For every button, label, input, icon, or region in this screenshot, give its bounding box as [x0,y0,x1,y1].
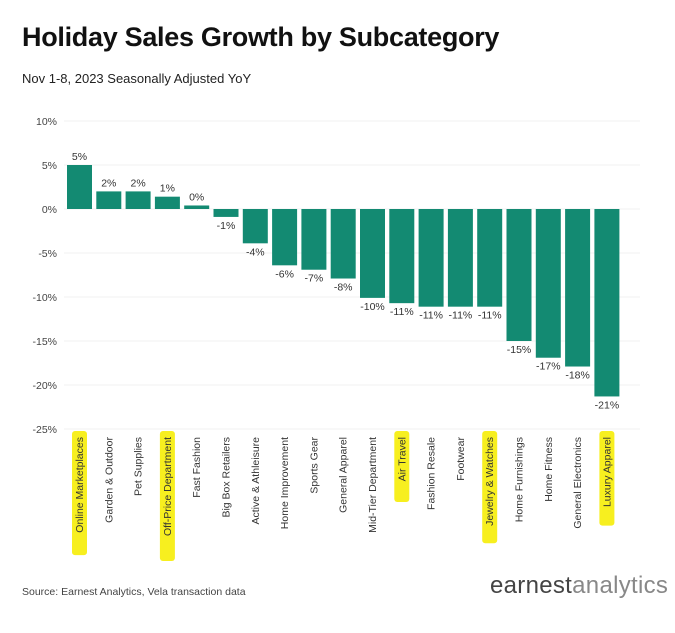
bar-off-price-department [154,196,180,209]
bar-garden-and-outdoor [96,191,122,209]
category-label-air-travel: Air Travel [396,437,408,481]
data-label: -18% [565,370,590,382]
bar-online-marketplaces [67,165,92,209]
category-label-sports-gear: Sports Gear [308,436,320,493]
category-label-home-fitness: Home Fitness [543,437,555,502]
data-label: 1% [160,183,175,195]
y-tick-label: 0% [42,204,57,216]
highlight-air-travel [394,431,410,502]
bar-jewelry-and-watches [477,209,503,307]
category-label-off-price-department: Off-Price Department [162,437,174,536]
data-label: -7% [305,273,324,285]
category-label-home-improvement: Home Improvement [279,437,291,529]
data-label: 2% [131,177,146,189]
highlight-online-marketplaces [72,431,87,556]
category-label-general-electronics: General Electronics [572,437,584,529]
data-label: -21% [595,399,620,411]
category-label-active-and-athleisure: Active & Athleisure [250,437,262,525]
bar-luxury-apparel [594,209,620,397]
highlight-off-price-department [159,431,175,561]
bars [67,165,620,397]
data-label: -11% [478,310,502,322]
category-label-luxury-apparel: Luxury Apparel [601,437,613,507]
y-tick-label: 10% [36,116,57,128]
data-label: -17% [536,361,561,373]
category-labels: Online Marketplaces Garden & Outdoor Pet S… [74,436,613,536]
highlight-marks [72,431,615,561]
bar-home-improvement [272,209,298,266]
bar-footwear [447,209,473,307]
bar-air-travel [389,209,415,304]
category-label-garden-and-outdoor: Garden & Outdoor [103,437,115,523]
y-tick-label: -25% [32,424,57,436]
y-tick-label: 5% [42,160,57,172]
data-label: -8% [334,282,353,294]
category-label-fashion-resale: Fashion Resale [426,437,438,510]
bar-home-furnishings [506,209,532,341]
logo-text-bold: earnest [490,572,573,599]
category-label-home-furnishings: Home Furnishings [514,437,526,522]
data-label: -4% [246,246,265,258]
category-label-online-marketplaces: Online Marketplaces [74,437,86,533]
y-tick-label: -10% [32,292,57,304]
bar-active-and-athleisure [242,209,268,244]
category-label-footwear: Footwear [455,437,467,481]
category-label-mid-tier-department: Mid-Tier Department [367,437,379,533]
data-labels: 5% 2% 2% 1% 0% -1% -4% -6% -7% -8% -10% -11% -11% -11… [72,151,619,411]
data-label: -11% [419,310,443,322]
bar-general-apparel [330,209,356,279]
data-label: -11% [390,306,414,318]
data-label: 0% [189,191,204,203]
chart-title: Holiday Sales Growth by Subcategory [22,22,500,52]
category-label-general-apparel: General Apparel [338,437,350,513]
source-note: Source: Earnest Analytics, Vela transact… [22,586,246,598]
bar-mid-tier-department [360,209,385,298]
bar-pet-supplies [125,191,151,209]
highlight-jewelry-and-watches [482,431,498,544]
data-label: -6% [275,268,294,280]
category-label-fast-fashion: Fast Fashion [191,437,203,498]
data-label: -1% [217,220,236,232]
bar-chart: 10% 5% 0% -5% -10% -15% -20% -25% 5% 2% 2% 1% 0% -1%… [32,116,640,561]
bar-general-electronics [565,209,591,367]
chart-subtitle: Nov 1-8, 2023 Seasonally Adjusted YoY [22,71,252,86]
y-tick-label: -20% [32,380,57,392]
category-label-big-box-retailers: Big Box Retailers [221,437,233,518]
category-label-pet-supplies: Pet Supplies [133,437,145,496]
bar-fast-fashion [184,205,210,209]
highlight-luxury-apparel [599,431,615,526]
brand-logo: earnestanalytics [490,572,668,600]
bar-big-box-retailers [213,209,239,217]
logo-text-light: analytics [572,572,669,599]
data-label: -10% [360,301,385,313]
bar-home-fitness [535,209,561,358]
y-tick-label: -15% [32,336,57,348]
y-axis-ticks: 10% 5% 0% -5% -10% -15% -20% -25% [32,116,57,436]
bar-sports-gear [301,209,327,270]
y-tick-label: -5% [38,248,57,260]
category-label-jewelry-and-watches: Jewelry & Watches [484,437,496,526]
data-label: -11% [449,310,473,322]
data-label: 5% [72,151,87,163]
bar-fashion-resale [418,209,444,307]
data-label: -15% [507,344,532,356]
data-label: 2% [101,177,116,189]
